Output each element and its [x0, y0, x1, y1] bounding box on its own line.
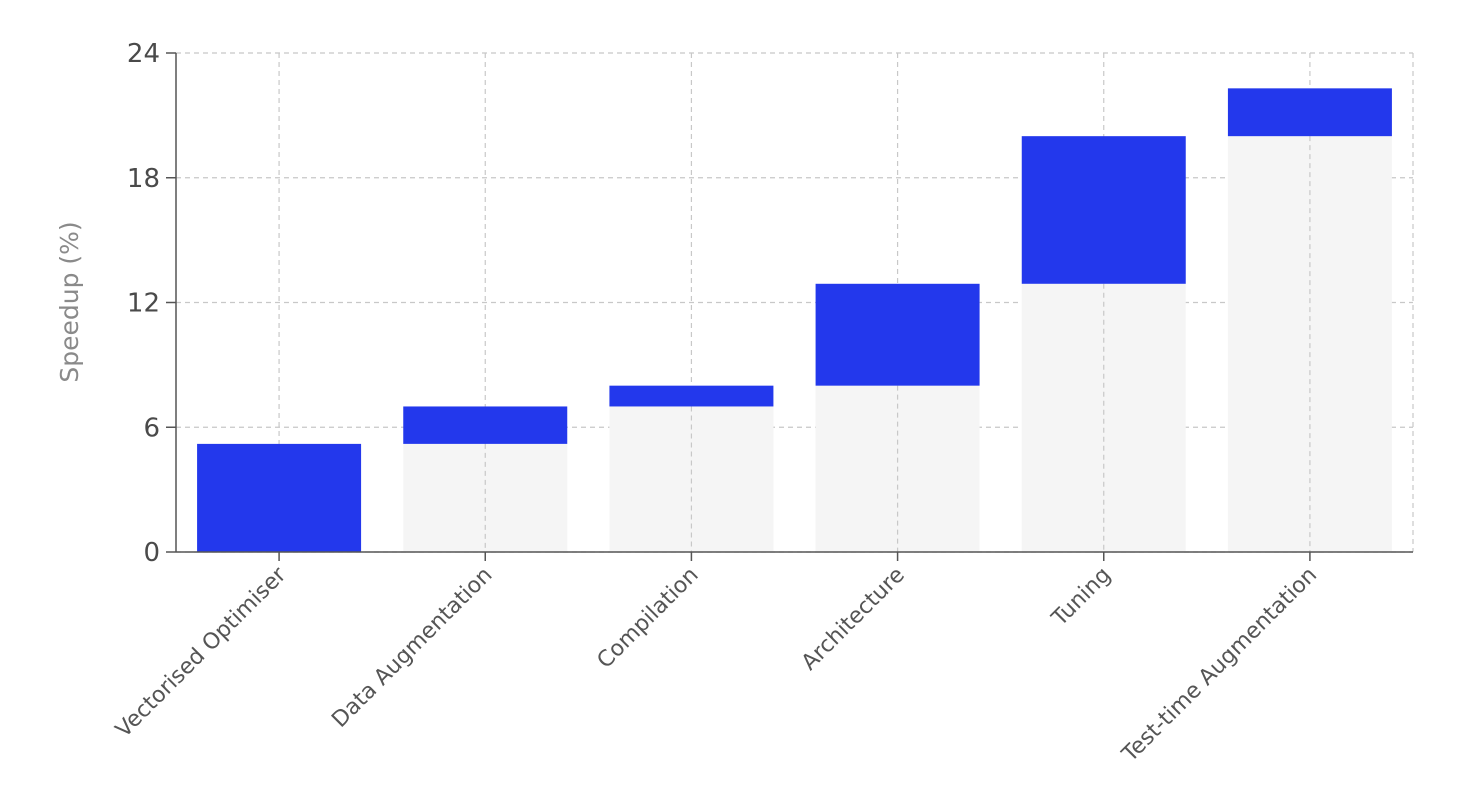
increment-bar-1: [403, 406, 568, 444]
increment-bar-5: [1227, 88, 1392, 137]
axes: [166, 52, 1413, 561]
increment-bar-4: [1021, 136, 1186, 284]
increment-bars: [197, 88, 1392, 552]
base-bar-4: [1021, 283, 1186, 552]
y-tick-label-0: 0: [143, 538, 160, 568]
y-tick-labels: 0 6 12 18 24: [127, 39, 160, 568]
y-axis-title: Speedup (%): [55, 221, 84, 382]
increment-bar-0: [197, 443, 362, 552]
category-labels: Vectorised Optimiser Data Augmentation Com…: [111, 562, 1322, 768]
category-label-0: Vectorised Optimiser: [111, 562, 292, 743]
base-bars: [403, 136, 1392, 552]
grid-lines: [176, 52, 1414, 553]
category-label-1: Data Augmentation: [327, 563, 497, 733]
y-tick-label-3: 18: [127, 164, 160, 194]
y-tick-label-4: 24: [127, 39, 160, 69]
category-label-5: Test-time Augmentation: [1117, 563, 1322, 768]
category-label-3: Architecture: [797, 563, 910, 676]
y-tick-label-2: 12: [127, 289, 160, 319]
category-label-2: Compilation: [593, 563, 704, 674]
y-tick-label-1: 6: [143, 413, 160, 443]
increment-bar-3: [815, 283, 980, 386]
category-label-4: Tuning: [1047, 563, 1116, 632]
increment-bar-2: [609, 385, 774, 407]
